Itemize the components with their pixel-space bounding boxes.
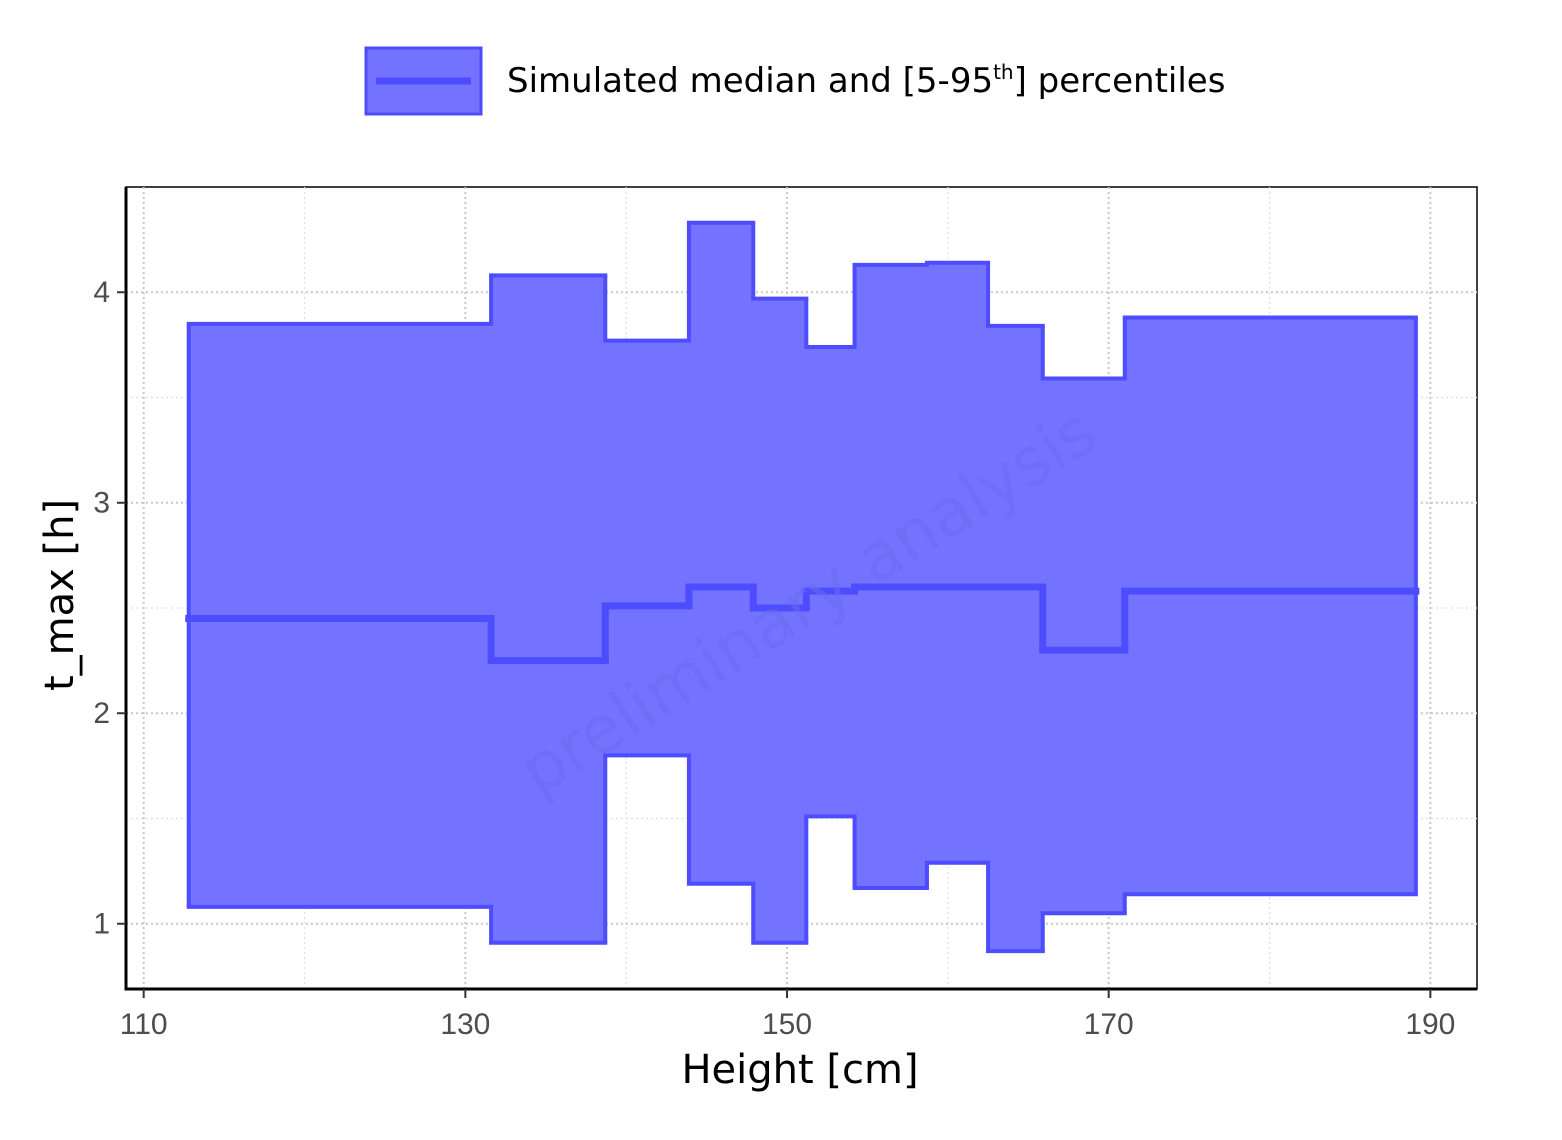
band-segment xyxy=(987,325,1044,952)
legend-label-part: ] percentiles xyxy=(1014,61,1226,101)
legend-label-part: th xyxy=(993,60,1014,84)
band-segment xyxy=(854,264,928,888)
y-tick-label: 3 xyxy=(93,487,110,520)
y-axis-title: t_max [h] xyxy=(37,499,83,691)
y-tick-label: 4 xyxy=(93,276,110,309)
band-segment xyxy=(604,340,690,756)
legend-label: Simulated median and [5-95th] percentile… xyxy=(507,60,1225,101)
band-segment xyxy=(490,275,606,943)
x-tick-label: 190 xyxy=(1405,1008,1455,1041)
band-segment xyxy=(806,346,855,817)
band-segment xyxy=(1124,317,1417,895)
x-tick-label: 150 xyxy=(762,1008,812,1041)
band-segment xyxy=(926,262,989,863)
x-tick-label: 110 xyxy=(120,1008,168,1041)
legend-label-part: Simulated median and [5-95 xyxy=(507,61,993,101)
band-segment xyxy=(1042,378,1126,914)
y-tick-label: 1 xyxy=(93,908,110,941)
x-axis-title: Height [cm] xyxy=(681,1047,918,1093)
band-segment xyxy=(688,222,754,884)
band-segment xyxy=(752,298,807,943)
x-tick-label: 130 xyxy=(440,1008,490,1041)
y-tick-label: 2 xyxy=(93,697,110,730)
x-tick-label: 170 xyxy=(1084,1008,1134,1041)
